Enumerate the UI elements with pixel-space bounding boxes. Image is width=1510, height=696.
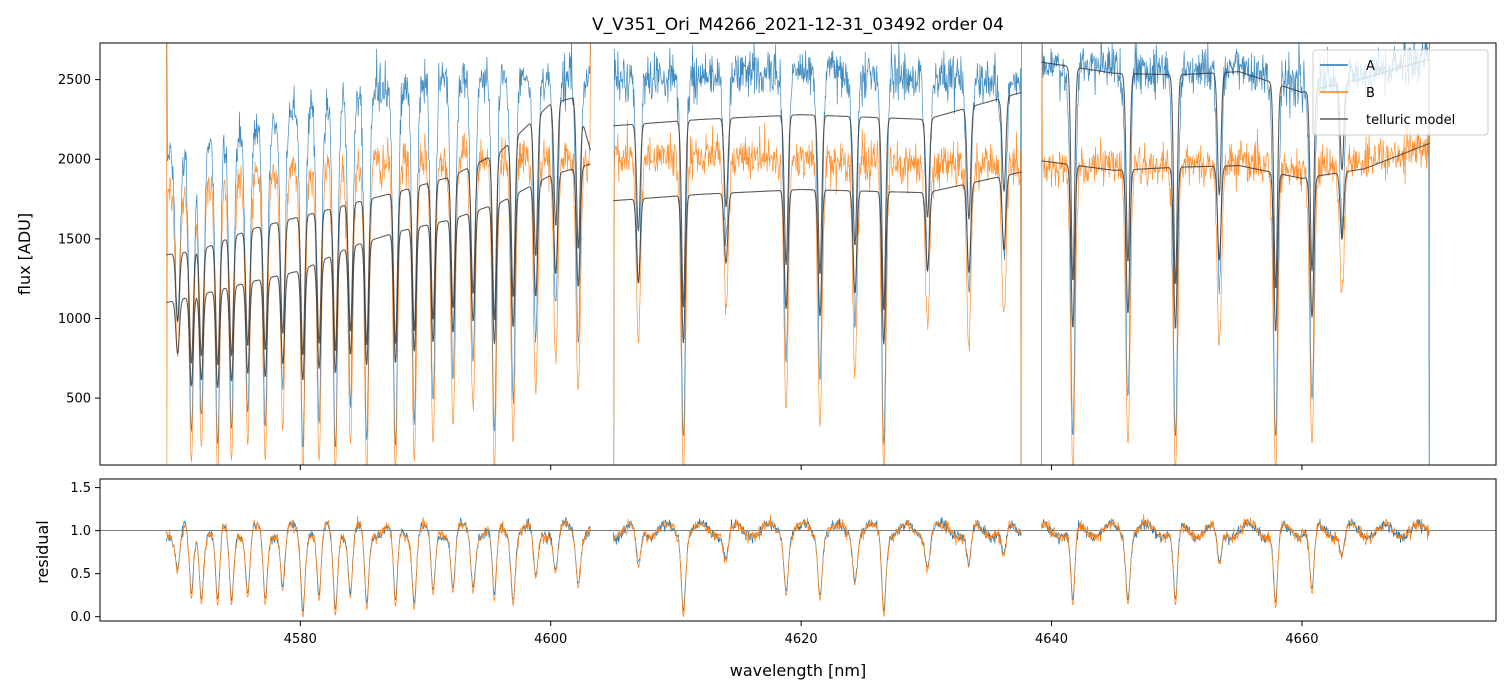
bottom-plot-area bbox=[100, 514, 1496, 618]
bottom-panel: 0.0 0.5 1.0 1.5 4580 4600 4620 4640 4660 residu… bbox=[33, 478, 1497, 680]
legend-label-b: B bbox=[1366, 86, 1375, 101]
x-axis-label: wavelength [nm] bbox=[730, 661, 867, 680]
legend-label-telluric: telluric model bbox=[1366, 113, 1455, 128]
top-y-tick-label: 2500 bbox=[58, 73, 91, 88]
bottom-x-tick-label: 4660 bbox=[1285, 632, 1318, 647]
bottom-y-tick-label: 0.5 bbox=[70, 567, 91, 582]
top-panel: 500 1000 1500 2000 2500 flux [ADU] A B tellu… bbox=[15, 42, 1497, 470]
bottom-y-ticks: 0.0 0.5 1.0 1.5 bbox=[70, 481, 100, 625]
top-y-tick-label: 2000 bbox=[58, 153, 91, 168]
bottom-x-tick-label: 4580 bbox=[284, 632, 317, 647]
chart-title: V_V351_Ori_M4266_2021-12-31_03492 order … bbox=[592, 15, 1004, 35]
bottom-y-tick-label: 1.0 bbox=[70, 524, 91, 539]
top-plot-area bbox=[166, 43, 1430, 465]
bottom-y-tick-label: 0.0 bbox=[70, 610, 91, 625]
bottom-axes-frame bbox=[99, 478, 1497, 622]
series-b-line bbox=[166, 43, 1430, 465]
telluric-model-b-line bbox=[166, 142, 1430, 388]
telluric-model-a-line bbox=[166, 58, 1430, 365]
top-y-ticks: 500 1000 1500 2000 2500 bbox=[58, 73, 100, 407]
legend-box bbox=[1312, 49, 1489, 136]
bottom-y-tick-label: 1.5 bbox=[70, 481, 91, 496]
bottom-x-tick-label: 4620 bbox=[785, 632, 818, 647]
top-axes-frame bbox=[99, 42, 1497, 466]
top-y-axis-label: flux [ADU] bbox=[15, 213, 34, 295]
bottom-x-tick-label: 4600 bbox=[534, 632, 567, 647]
bottom-y-axis-label: residual bbox=[33, 520, 52, 583]
bottom-x-tick-label: 4640 bbox=[1035, 632, 1068, 647]
top-y-tick-label: 1000 bbox=[58, 312, 91, 327]
bottom-x-ticks: 4580 4600 4620 4640 4660 bbox=[284, 621, 1318, 647]
legend: A B telluric model bbox=[1312, 49, 1489, 136]
top-y-tick-label: 500 bbox=[66, 392, 91, 407]
residual-b-line bbox=[166, 514, 1430, 618]
top-y-tick-label: 1500 bbox=[58, 232, 91, 247]
top-x-ticks bbox=[299, 465, 1303, 470]
legend-label-a: A bbox=[1366, 59, 1375, 74]
